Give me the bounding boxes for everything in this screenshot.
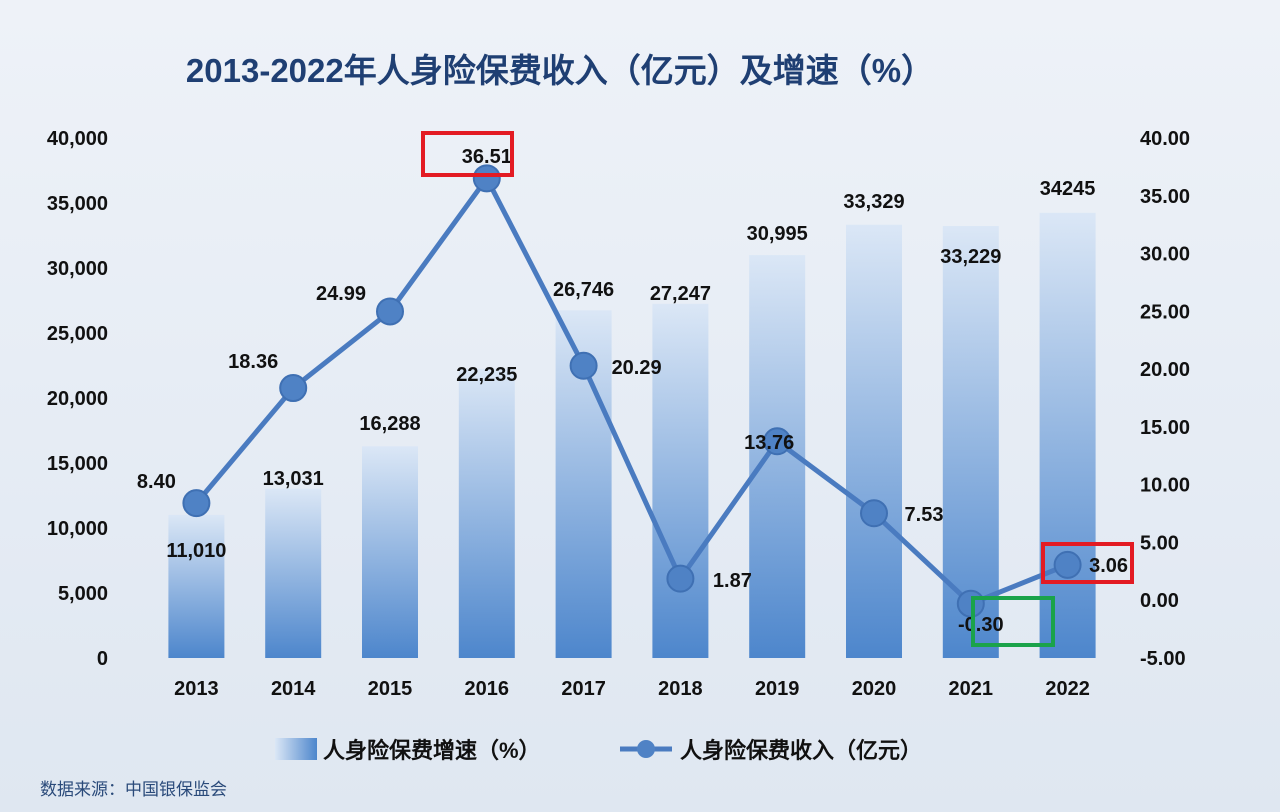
left-tick-label: 35,000 bbox=[47, 193, 108, 215]
bar-data-label: 33,329 bbox=[843, 191, 904, 213]
line-point bbox=[569, 351, 598, 380]
line-data-label: 1.87 bbox=[713, 570, 752, 592]
legend-bar-swatch bbox=[275, 738, 317, 760]
line-point bbox=[860, 499, 888, 528]
source-note: 数据来源：中国银保监会 bbox=[40, 780, 227, 799]
bar bbox=[652, 303, 709, 658]
bar bbox=[846, 224, 902, 658]
bar-data-label: 26,746 bbox=[553, 279, 614, 301]
right-tick-label: 10.00 bbox=[1140, 475, 1190, 497]
line-point bbox=[1053, 550, 1082, 579]
bar-data-labels: 11,010 13,031 16,288 22,235 26,746 27,247 30,9… bbox=[166, 178, 1095, 562]
bar bbox=[458, 368, 515, 658]
line-data-label: 3.06 bbox=[1089, 555, 1128, 577]
line-data-labels: 8.40 18.36 24.99 36.51 20.29 1.87 13.76 7.53 -0.… bbox=[137, 146, 1128, 636]
x-tick-label: 2020 bbox=[852, 678, 897, 700]
right-tick-label: 30.00 bbox=[1140, 244, 1190, 266]
right-tick-label: 5.00 bbox=[1140, 532, 1179, 554]
line-point bbox=[182, 489, 211, 518]
left-tick-label: 30,000 bbox=[47, 258, 108, 280]
legend-line-marker bbox=[637, 740, 655, 758]
left-tick-label: 10,000 bbox=[47, 518, 108, 540]
x-tick-label: 2013 bbox=[174, 678, 219, 700]
x-tick-label: 2015 bbox=[368, 678, 413, 700]
legend-bar-label: 人身险保费增速（%） bbox=[323, 738, 541, 763]
left-tick-label: 15,000 bbox=[47, 453, 108, 475]
line-point bbox=[376, 297, 404, 326]
left-tick-label: 25,000 bbox=[47, 323, 108, 345]
legend-line-label: 人身险保费收入（亿元） bbox=[680, 738, 922, 763]
line-point bbox=[472, 164, 501, 193]
bar-data-label: 11,010 bbox=[166, 540, 226, 562]
legend: 人身险保费增速（%） 人身险保费收入（亿元） bbox=[275, 738, 922, 763]
x-axis: 2013 2014 2015 2016 2017 2018 2019 2020 2021 2022 bbox=[174, 678, 1090, 700]
line-point bbox=[666, 564, 695, 593]
right-tick-label: 40.00 bbox=[1140, 128, 1190, 150]
highlight-box bbox=[971, 596, 1055, 647]
right-axis: -5.00 0.00 5.00 10.00 15.00 20.00 25.00 30.00 35… bbox=[1140, 128, 1190, 670]
chart-title: 2013-2022年人身险保费收入（亿元）及增速（%） bbox=[186, 52, 934, 89]
left-axis: 0 5,000 10,000 15,000 20,000 25,000 30,000 35,0… bbox=[47, 128, 108, 670]
left-tick-label: 40,000 bbox=[47, 128, 108, 150]
highlight-box bbox=[1041, 542, 1134, 584]
right-tick-label: 15.00 bbox=[1140, 417, 1190, 439]
bar bbox=[168, 514, 225, 658]
line-data-label: 36.51 bbox=[462, 146, 512, 168]
line-point bbox=[956, 589, 985, 618]
right-tick-label: 0.00 bbox=[1140, 590, 1179, 612]
x-tick-label: 2022 bbox=[1045, 678, 1090, 700]
right-tick-label: 35.00 bbox=[1140, 186, 1190, 208]
highlight-box bbox=[421, 131, 514, 177]
bar-data-label: 27,247 bbox=[650, 283, 711, 305]
line-data-label: 24.99 bbox=[316, 283, 366, 305]
left-tick-label: 0 bbox=[97, 648, 108, 670]
bar-data-label: 34245 bbox=[1040, 178, 1096, 200]
x-tick-label: 2017 bbox=[561, 678, 606, 700]
line-series bbox=[182, 164, 1082, 618]
right-tick-label: -5.00 bbox=[1140, 648, 1186, 670]
line-point bbox=[279, 374, 308, 403]
bar bbox=[1039, 212, 1096, 658]
line-data-label: 20.29 bbox=[612, 357, 662, 379]
bar bbox=[265, 488, 322, 658]
line-data-label: 18.36 bbox=[228, 351, 278, 373]
line-data-label: 8.40 bbox=[137, 471, 176, 493]
left-tick-label: 20,000 bbox=[47, 388, 108, 410]
right-tick-label: 20.00 bbox=[1140, 359, 1190, 381]
bar-data-label: 13,031 bbox=[263, 468, 324, 490]
line-path bbox=[194, 175, 1069, 607]
bar-data-label: 16,288 bbox=[359, 413, 420, 435]
highlight-boxes bbox=[421, 131, 1134, 647]
bar-data-label: 30,995 bbox=[747, 223, 808, 245]
x-tick-label: 2021 bbox=[949, 678, 994, 700]
line-data-label: -0.30 bbox=[958, 614, 1004, 636]
line-data-label: 13.76 bbox=[744, 432, 794, 454]
x-tick-label: 2016 bbox=[465, 678, 510, 700]
x-tick-label: 2014 bbox=[271, 678, 316, 700]
left-tick-label: 5,000 bbox=[58, 583, 108, 605]
line-data-label: 7.53 bbox=[905, 504, 944, 526]
x-tick-label: 2019 bbox=[755, 678, 800, 700]
bar-data-label: 33,229 bbox=[940, 246, 1001, 268]
bar bbox=[362, 446, 418, 658]
x-tick-label: 2018 bbox=[658, 678, 703, 700]
right-tick-label: 25.00 bbox=[1140, 301, 1190, 323]
line-point bbox=[763, 427, 792, 456]
bar-data-label: 22,235 bbox=[456, 364, 517, 386]
